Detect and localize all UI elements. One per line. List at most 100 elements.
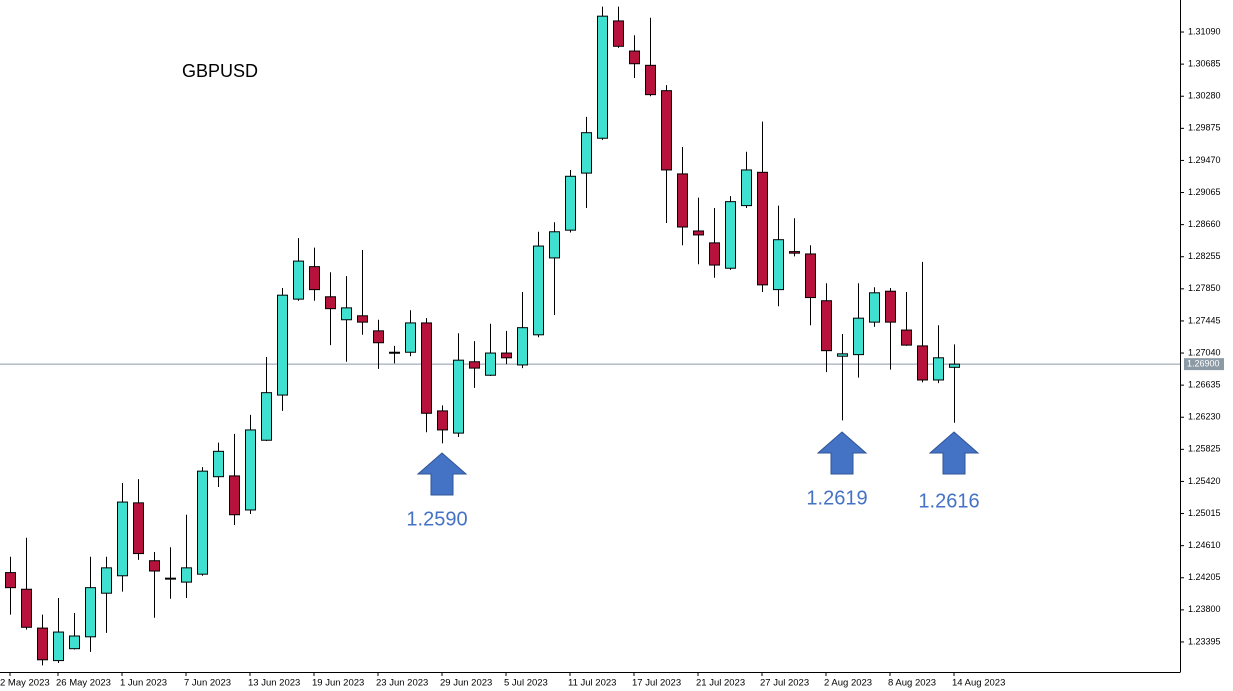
candle-body bbox=[5, 572, 16, 589]
candle-body bbox=[565, 175, 576, 231]
candle-body bbox=[293, 260, 304, 300]
candle-body bbox=[133, 502, 144, 555]
candle-body bbox=[661, 90, 672, 171]
candle-body bbox=[165, 577, 176, 580]
candle-body bbox=[789, 251, 800, 254]
candle-body bbox=[501, 352, 512, 359]
x-tick-label: 13 Jun 2023 bbox=[248, 678, 300, 689]
candle-body bbox=[885, 290, 896, 323]
candle-body bbox=[581, 132, 592, 174]
candle-body bbox=[757, 171, 768, 286]
candle-body bbox=[725, 201, 736, 269]
candle-body bbox=[917, 345, 928, 381]
x-tick-label: 8 Aug 2023 bbox=[888, 678, 936, 689]
y-tick-label: 1.26230 bbox=[1188, 412, 1221, 422]
x-tick-label: 23 Jun 2023 bbox=[376, 678, 428, 689]
candle-body bbox=[85, 587, 96, 638]
candle-body bbox=[709, 242, 720, 266]
candle-body bbox=[629, 50, 640, 65]
y-tick-label: 1.28660 bbox=[1188, 219, 1221, 229]
candle-body bbox=[421, 322, 432, 414]
current-price-box bbox=[1184, 358, 1224, 371]
x-tick-label: 11 Jul 2023 bbox=[568, 678, 616, 689]
x-tick-label: 1 Jun 2023 bbox=[120, 678, 167, 689]
candle-body bbox=[21, 588, 32, 628]
candle-body bbox=[597, 15, 608, 139]
candle-body bbox=[485, 352, 496, 376]
candle-body bbox=[341, 307, 352, 321]
y-tick-label: 1.27445 bbox=[1188, 315, 1221, 325]
candle-body bbox=[357, 315, 368, 323]
candle-body bbox=[53, 631, 64, 662]
candle-body bbox=[197, 470, 208, 575]
candle-body bbox=[469, 361, 480, 369]
candle-body bbox=[805, 253, 816, 299]
y-tick-label: 1.29065 bbox=[1188, 187, 1221, 197]
candle-body bbox=[389, 351, 400, 354]
annotation-label: 1.2616 bbox=[918, 490, 979, 512]
x-tick-label: 17 Jul 2023 bbox=[632, 678, 681, 689]
y-tick-label: 1.28255 bbox=[1188, 251, 1221, 261]
candle-body bbox=[453, 359, 464, 434]
y-tick-label: 1.27850 bbox=[1188, 283, 1221, 293]
candle-body bbox=[773, 239, 784, 291]
candle-body bbox=[837, 353, 848, 357]
annotation-label: 1.2619 bbox=[806, 487, 867, 509]
y-tick-label: 1.29470 bbox=[1188, 155, 1221, 165]
x-tick-label: 21 Jul 2023 bbox=[696, 678, 745, 689]
y-tick-label: 1.30685 bbox=[1188, 58, 1221, 68]
current-price-label: 1.26900 bbox=[1187, 359, 1220, 369]
y-tick-label: 1.29875 bbox=[1188, 123, 1221, 133]
candle-body bbox=[741, 169, 752, 207]
x-tick-label: 7 Jun 2023 bbox=[184, 678, 231, 689]
x-tick-label: 14 Aug 2023 bbox=[952, 678, 1005, 689]
y-tick-label: 1.31090 bbox=[1188, 26, 1221, 36]
candle-body bbox=[309, 266, 320, 291]
y-tick-label: 1.30280 bbox=[1188, 91, 1221, 101]
candle-body bbox=[261, 392, 272, 441]
candle-body bbox=[181, 567, 192, 583]
y-tick-label: 1.24610 bbox=[1188, 540, 1221, 550]
arrow bbox=[928, 431, 980, 475]
y-tick-label: 1.24205 bbox=[1188, 572, 1221, 582]
x-tick-label: 5 Jul 2023 bbox=[504, 678, 548, 689]
y-tick-label: 1.25825 bbox=[1188, 444, 1221, 454]
candle-body bbox=[933, 357, 944, 381]
candle-body bbox=[853, 317, 864, 356]
candle-body bbox=[517, 327, 528, 366]
candle-body bbox=[117, 501, 128, 577]
candle-body bbox=[405, 322, 416, 353]
candle-body bbox=[245, 429, 256, 511]
symbol-title: GBPUSD bbox=[182, 61, 258, 81]
candle-body bbox=[277, 294, 288, 396]
arrow bbox=[416, 452, 468, 496]
candle-body bbox=[533, 245, 544, 336]
x-tick-label: 19 Jun 2023 bbox=[312, 678, 364, 689]
candle-body bbox=[213, 450, 224, 478]
y-tick-label: 1.25015 bbox=[1188, 508, 1221, 518]
candle-body bbox=[437, 410, 448, 431]
x-tick-label: 29 Jun 2023 bbox=[440, 678, 492, 689]
candle-body bbox=[821, 300, 832, 352]
candle-body bbox=[901, 329, 912, 346]
candle-body bbox=[373, 330, 384, 344]
candle-body bbox=[149, 560, 160, 572]
candle-body bbox=[677, 173, 688, 228]
candle-body bbox=[101, 567, 112, 594]
y-tick-label: 1.23800 bbox=[1188, 604, 1221, 614]
annotation-label: 1.2590 bbox=[406, 508, 467, 530]
candle-body bbox=[949, 363, 960, 368]
x-tick-label: 27 Jul 2023 bbox=[760, 678, 809, 689]
y-tick-label: 1.26635 bbox=[1188, 380, 1221, 390]
candle-body bbox=[869, 292, 880, 323]
x-tick-label: 26 May 2023 bbox=[56, 678, 111, 689]
y-tick-label: 1.27040 bbox=[1188, 347, 1221, 357]
x-tick-label: 2 May 2023 bbox=[0, 678, 50, 689]
candle-body bbox=[693, 230, 704, 236]
x-tick-label: 2 Aug 2023 bbox=[824, 678, 872, 689]
candle-body bbox=[229, 475, 240, 516]
y-tick-label: 1.25420 bbox=[1188, 476, 1221, 486]
arrow bbox=[816, 431, 868, 475]
candle-body bbox=[37, 627, 48, 661]
